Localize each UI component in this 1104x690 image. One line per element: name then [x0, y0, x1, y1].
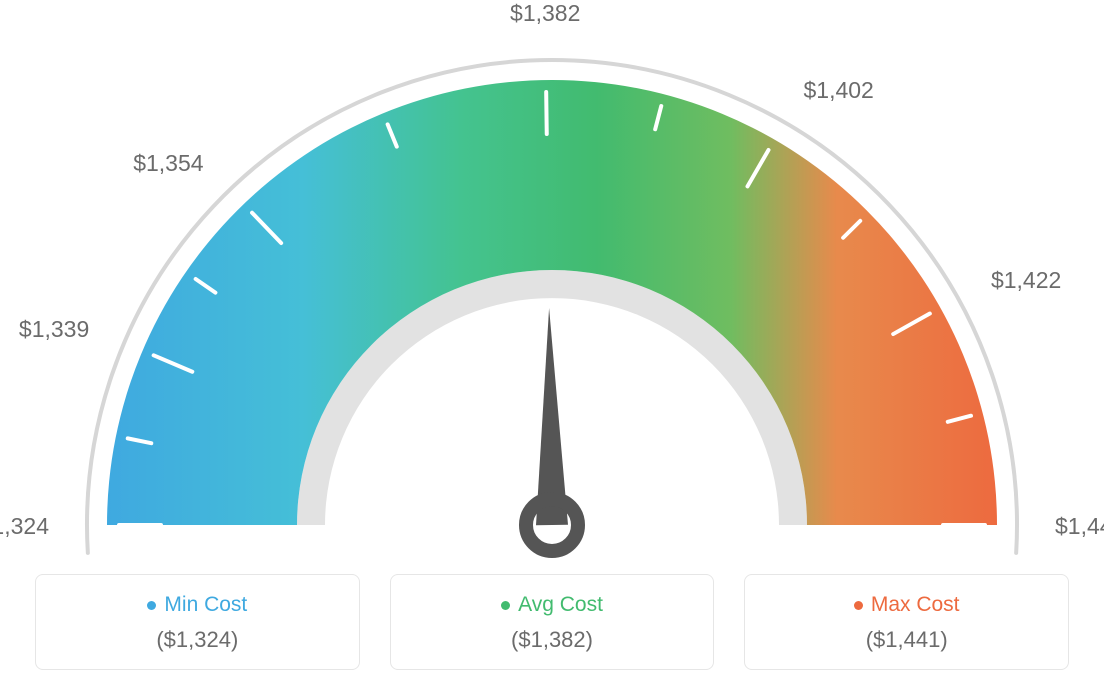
- gauge-tick-label: $1,354: [114, 150, 204, 177]
- gauge-tick-label: $1,402: [804, 77, 894, 104]
- legend-card-min: Min Cost ($1,324): [35, 574, 360, 670]
- gauge-svg: [0, 0, 1104, 560]
- gauge-tick-label: $1,324: [0, 513, 49, 540]
- legend-card-max: Max Cost ($1,441): [744, 574, 1069, 670]
- legend-card-avg: Avg Cost ($1,382): [390, 574, 715, 670]
- legend-value-min: ($1,324): [46, 627, 349, 653]
- legend-title-avg: Avg Cost: [501, 593, 603, 617]
- gauge-tick-label: $1,382: [500, 0, 590, 27]
- chart-container: $1,324 $1,339 $1,354 $1,382 $1,402 $1,422 $1,4…: [0, 0, 1104, 690]
- legend-value-avg: ($1,382): [401, 627, 704, 653]
- legend-title-text-min: Min Cost: [164, 593, 247, 617]
- legend-dot-min: [147, 601, 156, 610]
- gauge-tick-label: $1,441: [1055, 513, 1104, 540]
- gauge-tick-label: $1,422: [991, 267, 1081, 294]
- gauge-area: $1,324 $1,339 $1,354 $1,382 $1,402 $1,422 $1,4…: [0, 0, 1104, 560]
- legend-row: Min Cost ($1,324) Avg Cost ($1,382) Max …: [35, 574, 1069, 670]
- legend-dot-max: [854, 601, 863, 610]
- legend-dot-avg: [501, 601, 510, 610]
- legend-title-max: Max Cost: [854, 593, 960, 617]
- legend-title-text-max: Max Cost: [871, 593, 960, 617]
- legend-title-text-avg: Avg Cost: [518, 593, 603, 617]
- gauge-tick-label: $1,339: [0, 316, 89, 343]
- legend-title-min: Min Cost: [147, 593, 247, 617]
- legend-value-max: ($1,441): [755, 627, 1058, 653]
